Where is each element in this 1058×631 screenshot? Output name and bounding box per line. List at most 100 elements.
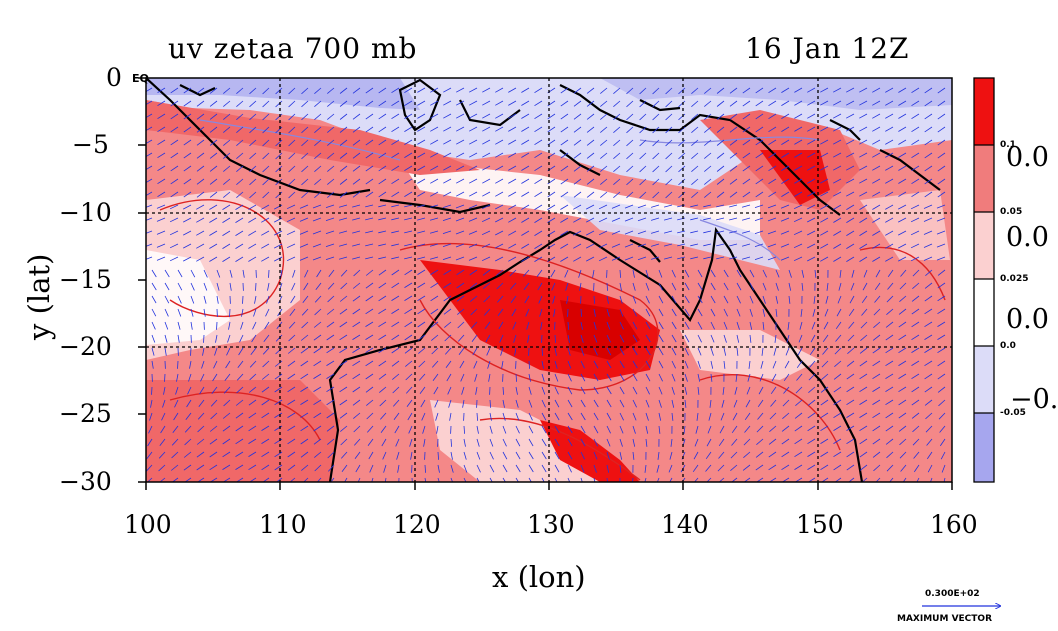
wind-vector (716, 87, 725, 94)
wind-vector (443, 87, 452, 93)
wind-vector (834, 477, 842, 482)
wind-vector (429, 204, 439, 208)
wind-vector (164, 373, 166, 382)
wind-vector (781, 139, 790, 145)
wind-vector (710, 282, 716, 291)
wind-vector (553, 308, 556, 317)
wind-vector (482, 269, 491, 276)
wind-vector (508, 230, 517, 236)
wind-vector (872, 191, 881, 197)
wind-vector (161, 412, 166, 421)
wind-vector (898, 334, 907, 341)
wind-vector (521, 139, 530, 145)
wind-vector (736, 282, 742, 291)
wind-vector (872, 152, 881, 158)
wind-vector (528, 360, 530, 369)
wind-vector (833, 399, 842, 406)
wind-vector (573, 139, 582, 146)
wind-vector (497, 295, 504, 303)
wind-vector (820, 204, 829, 210)
wind-vector (846, 152, 855, 158)
wind-vector (170, 113, 179, 120)
wind-vector (378, 360, 387, 367)
wind-vector (626, 87, 634, 95)
wind-vector (417, 165, 426, 171)
wind-vector (703, 230, 712, 234)
wind-vector (794, 191, 803, 197)
wind-vector (606, 373, 612, 382)
wind-vector (537, 282, 543, 291)
wind-vector (367, 438, 374, 446)
wind-vector (222, 217, 231, 223)
wind-vector (820, 87, 829, 93)
wind-vector (767, 217, 777, 222)
wind-vector (885, 360, 894, 367)
wind-vector (424, 464, 426, 473)
wind-vector (665, 113, 673, 121)
wind-vector (820, 165, 829, 171)
wind-vector (495, 87, 504, 93)
wind-vector (163, 386, 166, 395)
wind-vector (288, 334, 296, 342)
wind-vector (327, 451, 335, 459)
wind-vector (313, 425, 322, 432)
wind-vector (261, 204, 270, 210)
wind-vector (222, 204, 231, 210)
wind-vector (235, 217, 244, 223)
wind-vector (723, 269, 729, 278)
wind-vector (619, 438, 623, 447)
wind-vector (898, 230, 907, 236)
wind-vector (378, 295, 387, 302)
wind-vector (316, 477, 322, 482)
wind-vector (600, 100, 608, 107)
wind-vector (177, 269, 183, 278)
wind-vector (172, 425, 179, 433)
wind-vector (645, 334, 651, 343)
wind-vector (262, 360, 270, 368)
wind-vector (772, 360, 777, 369)
wind-vector (164, 295, 170, 304)
wind-vector (820, 100, 829, 106)
wind-vector (365, 256, 374, 260)
wind-vector (201, 360, 205, 369)
wind-vector (365, 165, 374, 172)
wind-vector (652, 165, 660, 173)
wind-vector (420, 399, 426, 408)
wind-vector (443, 191, 452, 197)
wind-vector (898, 204, 907, 210)
wind-vector (567, 321, 569, 330)
wind-vector (560, 87, 569, 94)
wind-vector (898, 165, 907, 171)
wind-vector (190, 295, 195, 304)
wind-vector (796, 360, 803, 369)
wind-vector (338, 217, 348, 221)
wind-vector (508, 100, 517, 106)
wind-vector (793, 217, 803, 223)
wind-vector (872, 399, 881, 405)
wind-vector (716, 139, 725, 146)
wind-vector (235, 425, 244, 432)
wind-vector (846, 191, 855, 197)
wind-vector (684, 295, 690, 304)
wind-vector (328, 464, 335, 472)
wind-vector (580, 412, 586, 421)
wind-vector (190, 347, 192, 356)
wind-vector (291, 282, 296, 291)
wind-vector (262, 139, 270, 147)
wind-vector (183, 256, 192, 262)
wind-vector (287, 360, 296, 367)
wind-vector (859, 113, 868, 119)
wind-vector (937, 113, 946, 120)
wind-vector (541, 360, 544, 369)
wind-vector (456, 100, 465, 106)
wind-vector (443, 152, 452, 158)
wind-vector (924, 178, 933, 185)
wind-vector (768, 126, 777, 133)
wind-vector (863, 269, 868, 278)
wind-vector (391, 308, 400, 314)
wind-vector (312, 217, 322, 222)
wind-vector (619, 347, 625, 356)
wind-vector (396, 451, 400, 460)
wind-vector (365, 139, 374, 146)
